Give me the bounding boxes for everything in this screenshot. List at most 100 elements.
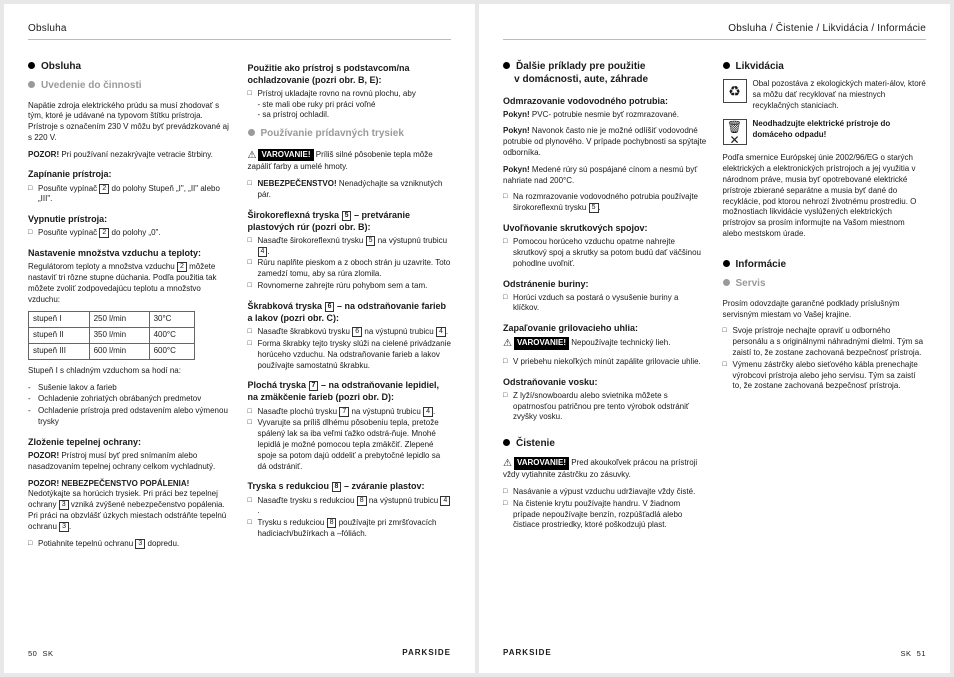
label: POZOR! NEBEZPEČENSTVO POPÁLENIA! (28, 479, 189, 488)
t: . (258, 506, 260, 515)
col2: Likvidácia ♻ Obal pozostáva z ekologický… (723, 54, 927, 639)
recycle-block: ♻ Obal pozostáva z ekologických materi-á… (723, 79, 927, 111)
t: Posuňte vypínač (38, 184, 99, 193)
t: Navonok často nie je možné odlíšiť vodov… (503, 126, 706, 157)
cell: 350 l/min (89, 328, 149, 344)
label: VAROVANIE! (514, 457, 569, 470)
h-text: Obsluha (41, 61, 81, 72)
heading-likvidacia: Likvidácia (723, 60, 927, 74)
num: 6 (352, 327, 362, 337)
t: . (69, 522, 71, 531)
t: Posuňte vypínač (38, 228, 99, 237)
sub-podstavec: Použitie ako prístroj s podstavcom/na oc… (248, 62, 452, 86)
t: Plochá tryska (248, 380, 309, 390)
t: Nepoužívajte technický lieh. (571, 338, 670, 347)
pokyn3: Pokyn! Medené rúry sú pospájané cínom a … (503, 165, 707, 187)
num: 3 (59, 500, 69, 510)
t: . (599, 203, 601, 212)
num: 8 (332, 482, 342, 492)
list-item: Ochladenie zohriatých obrábaných predmet… (28, 394, 232, 405)
step: Na rozmrazovanie vodovodného potrubia po… (503, 192, 707, 214)
step: NEBEZPEČENSTVO! Nenadýchajte sa vzniknut… (248, 179, 452, 201)
label: POZOR! (28, 150, 59, 159)
list-item: Sušenie lakov a farieb (28, 383, 232, 394)
t: Neodhadzujte elektrické prístroje do dom… (753, 119, 891, 139)
table-row: stupeň I250 l/min30°C (29, 312, 195, 328)
step: Nasaďte škrabkovú trysku 6 na výstupnú t… (248, 327, 452, 338)
num: 5 (366, 236, 376, 246)
step: Z lyží/snowboardu alebo svietnika môžete… (503, 391, 707, 423)
page-left: Obsluha Obsluha Uvedenie do činnosti Nap… (4, 4, 475, 673)
t: Potiahnite tepelnú ochranu (38, 539, 135, 548)
col1: Ďalšie príklady pre použitie v domácnost… (503, 54, 707, 639)
num: 8 (357, 496, 367, 506)
cell: 600°C (149, 344, 194, 360)
step: Rúru naplňte pieskom a z oboch strán ju … (248, 258, 452, 280)
t: na výstupnú trubicu (349, 407, 423, 416)
warn-gril: ⚠VAROVANIE! Nepoužívajte technický lieh. (503, 337, 707, 351)
num: 5 (342, 211, 352, 221)
page-right: Obsluha / Čistenie / Likvidácia / Inform… (479, 4, 950, 673)
warning-icon: ⚠ (248, 149, 257, 163)
num: 8 (327, 518, 337, 528)
num: 51 (917, 649, 926, 658)
num: 2 (177, 262, 187, 272)
num: 3 (59, 522, 69, 532)
t: Nasaďte škrabkovú trysku (258, 327, 353, 336)
heading-dalsie: Ďalšie príklady pre použitie v domácnost… (503, 60, 707, 87)
heading-uvedenie: Uvedenie do činnosti (28, 79, 232, 93)
page-number: SK 51 (900, 649, 926, 659)
table-row: stupeň III600 l/min600°C (29, 344, 195, 360)
sub-redukcia: Tryska s redukciou 8 – zváranie plastov: (248, 480, 452, 492)
t: Regulátorom teploty a množstva vzduchu (28, 262, 177, 271)
num: 3 (135, 539, 145, 549)
step: Prístroj ukladajte rovno na rovnú plochu… (248, 89, 452, 121)
sub-odmraz: Odmrazovanie vodovodného potrubia: (503, 95, 707, 107)
sub-nastavenie: Nastavenie množstva vzduchu a teploty: (28, 247, 232, 259)
t: Nasaďte plochú trysku (258, 407, 340, 416)
recycle-text: Obal pozostáva z ekologických materi-álo… (753, 79, 927, 111)
col2: Použitie ako prístroj s podstavcom/na oc… (248, 54, 452, 639)
t: Trysku s redukciou (258, 518, 327, 527)
step: Vyvarujte sa príliš dlhému pôsobeniu tep… (248, 418, 452, 472)
sub-vypnutie: Vypnutie prístroja: (28, 213, 232, 225)
t: dopredu. (145, 539, 179, 548)
footer-left: 50 SK PARKSIDE (28, 638, 451, 659)
cell: 250 l/min (89, 312, 149, 328)
num: 7 (339, 407, 349, 417)
stages-table: stupeň I250 l/min30°C stupeň II350 l/min… (28, 311, 195, 359)
step: Nasávanie a výpust vzduchu udržiavajte v… (503, 487, 707, 498)
lang: SK (43, 649, 54, 658)
cell: 30°C (149, 312, 194, 328)
heading-cistenie: Čistenie (503, 437, 707, 451)
pokyn1: Pokyn! PVC- potrubie nesmie byť rozmrazo… (503, 110, 707, 121)
eu-text: Podľa smernice Európskej únie 2002/96/EG… (723, 153, 927, 239)
sub-skrutky: Uvoľňovanie skrutkových spojov: (503, 222, 707, 234)
t: - sa prístroj ochladil. (258, 110, 330, 119)
num: 2 (99, 228, 109, 238)
label: VAROVANIE! (258, 149, 313, 162)
h-text: Uvedenie do činnosti (41, 80, 142, 91)
t: Prístroj ukladajte rovno na rovnú plochu… (258, 89, 416, 98)
num: 4 (436, 327, 446, 337)
t: Medené rúry sú pospájané cínom a nesmú b… (503, 165, 697, 185)
label: NEBEZPEČENSTVO! (258, 179, 337, 188)
num: 5 (589, 203, 599, 213)
t: Na rozmrazovanie vodovodného potrubia po… (513, 192, 698, 212)
num: 50 (28, 649, 37, 658)
h-text: Servis (736, 278, 766, 289)
label: VAROVANIE! (514, 337, 569, 350)
heading-servis: Servis (723, 277, 927, 291)
label: POZOR! (28, 451, 59, 460)
pozor1: POZOR! Pri používaní nezakrývajte vetrac… (28, 150, 232, 161)
columns-right: Ďalšie príklady pre použitie v domácnost… (503, 54, 926, 639)
step: V priebehu niekoľkých minút zapálite gri… (503, 357, 707, 368)
h-text: Čistenie (516, 438, 555, 449)
heading-obsluha: Obsluha (28, 60, 232, 74)
table-row: stupeň II350 l/min400°C (29, 328, 195, 344)
h-text: Likvidácia (736, 61, 784, 72)
t: Širokoreflexná tryska (248, 210, 342, 220)
step: Na čistenie krytu používajte handru. V ž… (503, 499, 707, 531)
p-reg: Regulátorom teploty a množstva vzduchu 2… (28, 262, 232, 305)
weee-text: Neodhadzujte elektrické prístroje do dom… (753, 119, 927, 141)
